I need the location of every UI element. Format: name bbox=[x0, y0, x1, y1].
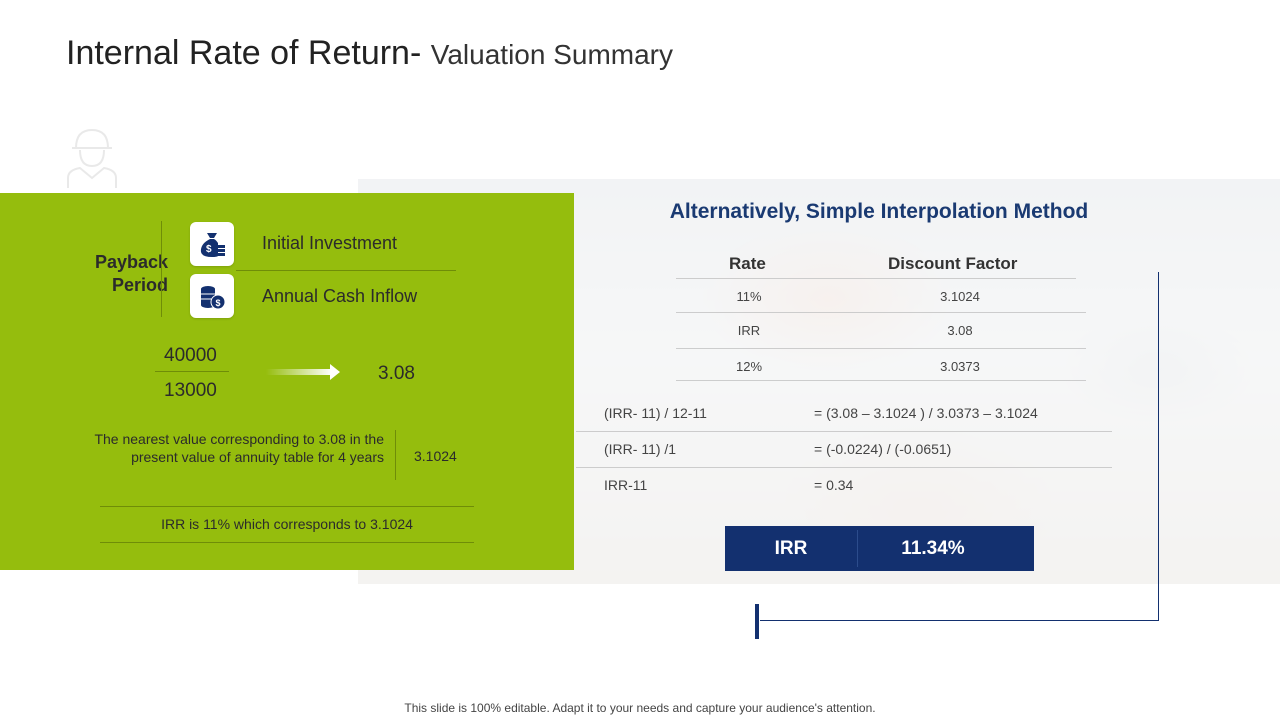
denominator: 13000 bbox=[164, 380, 217, 401]
worker-icon bbox=[67, 128, 117, 188]
table-rule bbox=[676, 380, 1086, 381]
bracket-end bbox=[755, 604, 759, 639]
calc-rule bbox=[576, 431, 1112, 432]
money-bag-icon-box: $ bbox=[190, 222, 234, 266]
coin-stack-icon-box: $ bbox=[190, 274, 234, 318]
irr-result-value: 11.34% bbox=[901, 538, 965, 559]
calc-right: = (-0.0224) / (-0.0651) bbox=[814, 441, 952, 457]
svg-text:$: $ bbox=[216, 298, 221, 308]
interpolation-heading: Alternatively, Simple Interpolation Meth… bbox=[669, 200, 1089, 223]
irr-result-box: IRR 11.34% bbox=[725, 526, 1034, 571]
calc-left: (IRR- 11) /1 bbox=[604, 441, 677, 457]
arrow-right-icon bbox=[266, 364, 340, 380]
footer-note: This slide is 100% editable. Adapt it to… bbox=[404, 701, 876, 715]
title-sub: Valuation Summary bbox=[430, 39, 674, 70]
divider bbox=[161, 221, 162, 317]
calc-rule bbox=[576, 467, 1112, 468]
annual-cash-inflow-label: Annual Cash Inflow bbox=[262, 286, 418, 306]
divider bbox=[100, 542, 474, 543]
table-cell-factor: 3.1024 bbox=[940, 289, 980, 304]
table-cell-rate: 12% bbox=[735, 359, 763, 374]
calc-left: (IRR- 11) / 12-11 bbox=[604, 405, 707, 421]
divider bbox=[395, 430, 396, 480]
irr-note: IRR is 11% which corresponds to 3.1024 bbox=[161, 516, 413, 532]
irr-result-label: IRR bbox=[774, 538, 808, 559]
table-cell-factor: 3.08 bbox=[947, 323, 973, 338]
rate-header: Rate bbox=[729, 254, 766, 273]
payback-period-label: Payback Period bbox=[94, 252, 168, 295]
discount-factor-header: Discount Factor bbox=[888, 254, 1018, 273]
nearest-value-text: The nearest value corresponding to 3.08 … bbox=[94, 431, 384, 465]
table-rule bbox=[676, 312, 1086, 313]
money-bag-icon: $ bbox=[200, 233, 225, 257]
slide-title: Internal Rate of Return- Valuation Summa… bbox=[66, 34, 673, 73]
fraction-bar bbox=[155, 371, 229, 372]
table-cell-factor: 3.0373 bbox=[940, 359, 980, 374]
coin-stack-icon: $ bbox=[201, 286, 226, 310]
calc-right: = 0.34 bbox=[814, 477, 854, 493]
numerator: 40000 bbox=[164, 345, 217, 366]
initial-investment-label: Initial Investment bbox=[262, 233, 398, 253]
payback-panel: Payback Period $ Initial Investment $ An… bbox=[0, 193, 574, 570]
divider bbox=[100, 506, 474, 507]
bracket-line bbox=[1158, 272, 1159, 621]
title-main: Internal Rate of Return- bbox=[66, 34, 422, 72]
calc-right: = (3.08 – 3.1024 ) / 3.0373 – 3.1024 bbox=[814, 405, 1038, 421]
svg-text:$: $ bbox=[206, 244, 212, 255]
bracket-line bbox=[760, 620, 1159, 621]
calc-left: IRR-11 bbox=[604, 477, 648, 493]
payback-result: 3.08 bbox=[378, 363, 415, 384]
table-rule bbox=[676, 278, 1076, 279]
divider bbox=[857, 530, 858, 567]
divider bbox=[236, 270, 456, 271]
table-cell-rate: 11% bbox=[736, 289, 762, 304]
table-rule bbox=[676, 348, 1086, 349]
nearest-value: 3.1024 bbox=[414, 448, 457, 464]
table-cell-rate: IRR bbox=[737, 323, 761, 338]
